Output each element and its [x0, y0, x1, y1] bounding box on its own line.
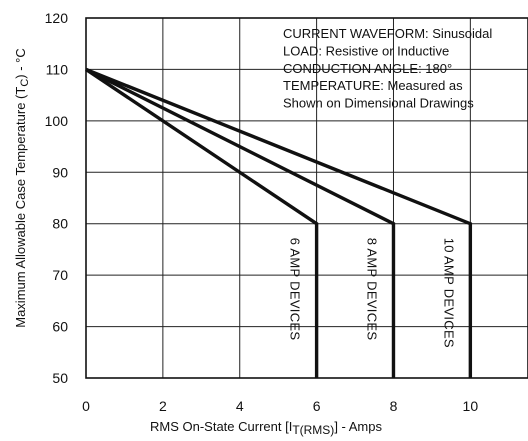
plot-frame	[85, 17, 528, 379]
x-tick-label: 10	[463, 398, 479, 414]
series-line	[85, 67, 396, 378]
x-tick-label: 8	[390, 398, 398, 414]
x-tick-label: 0	[82, 398, 90, 414]
y-tick-label: 60	[52, 319, 68, 335]
x-tick-labels: 0 2 4 6 8 10	[82, 398, 478, 414]
y-tick-labels: 50 60 70 80 90 100 110 120	[45, 10, 69, 386]
y-tick-label: 80	[52, 216, 68, 232]
derating-curves	[85, 67, 473, 378]
device-labels: 6 AMP DEVICES 8 AMP DEVICES 10 AMP DEVICES	[288, 238, 457, 348]
series-line	[85, 67, 473, 378]
series-label: 8 AMP DEVICES	[364, 238, 379, 341]
y-axis-label: Maximum Allowable Case Temperature (TC) …	[13, 48, 31, 328]
y-tick-label: 100	[45, 113, 69, 129]
x-tick-label: 6	[313, 398, 321, 414]
x-tick-label: 2	[159, 398, 167, 414]
series-label: 10 AMP DEVICES	[441, 238, 456, 348]
x-tick-label: 4	[236, 398, 244, 414]
series-label: 6 AMP DEVICES	[288, 238, 303, 341]
y-tick-label: 70	[52, 267, 68, 283]
grid-lines	[86, 18, 528, 378]
series-line	[85, 68, 319, 378]
y-tick-label: 110	[46, 61, 69, 77]
x-axis-label: RMS On-State Current [IT(RMS)] - Amps	[150, 419, 383, 437]
y-tick-label: 50	[52, 370, 68, 386]
y-tick-label: 90	[52, 164, 68, 180]
y-tick-label: 120	[45, 10, 69, 26]
conditions-note: CURRENT WAVEFORM: Sinusoidal LOAD: Resist…	[283, 26, 492, 111]
